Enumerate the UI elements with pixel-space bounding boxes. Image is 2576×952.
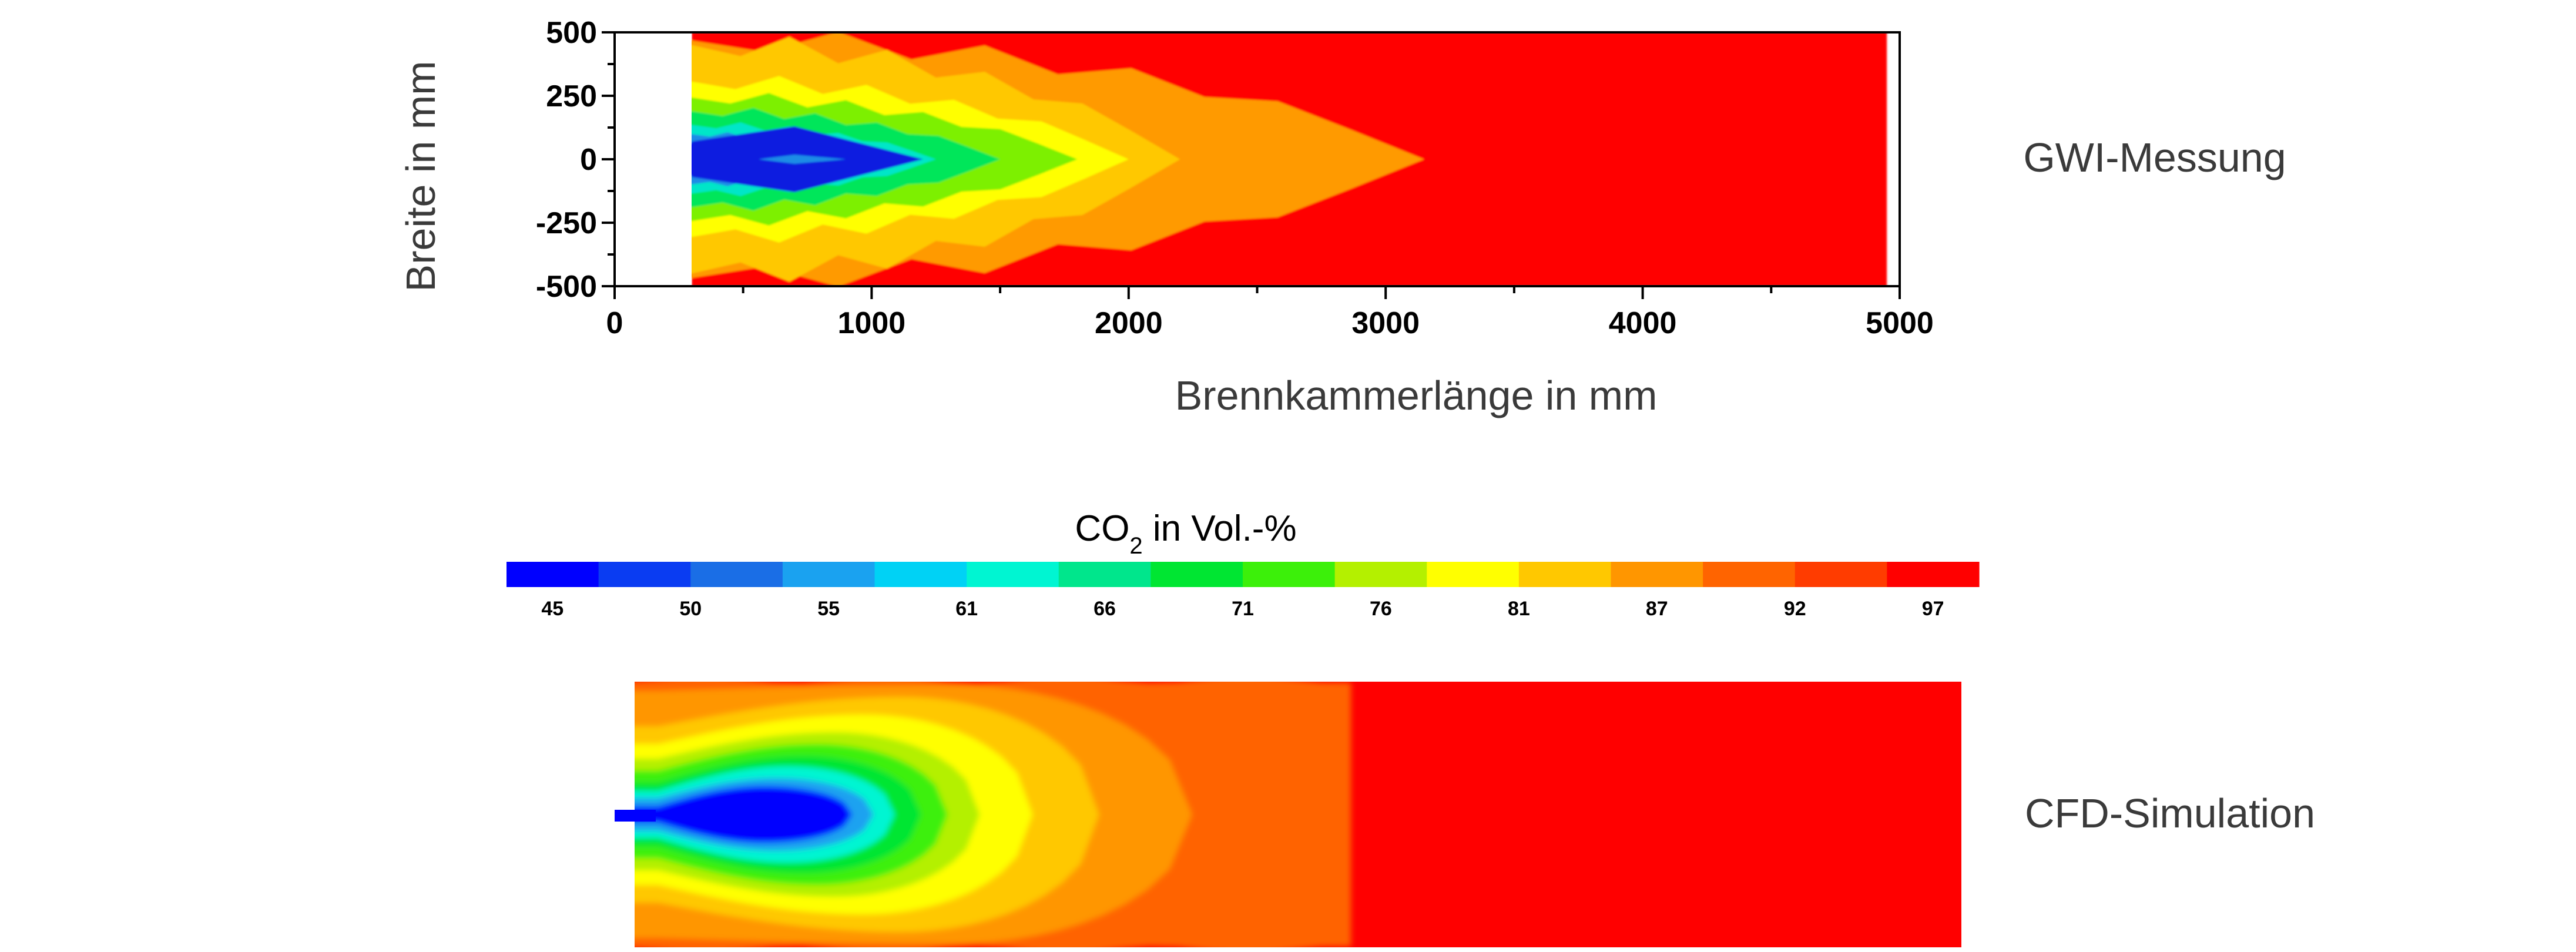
y-axis-label: Breite in mm bbox=[398, 61, 444, 292]
colorbar-tick-label: 97 bbox=[1922, 598, 1944, 620]
x-tick-label: 0 bbox=[606, 306, 623, 340]
colorbar-tick-label: 92 bbox=[1784, 598, 1806, 620]
colorbar-cell bbox=[1058, 562, 1151, 587]
y-tick-label: -250 bbox=[536, 206, 597, 240]
x-axis-label: Brennkammerlänge in mm bbox=[1175, 373, 1658, 418]
colorbar-cell bbox=[874, 562, 967, 587]
x-tick-label: 1000 bbox=[838, 306, 906, 340]
colorbar-title-sub: 2 bbox=[1129, 533, 1142, 559]
colorbar-cell bbox=[1334, 562, 1427, 587]
simulation-contours bbox=[635, 682, 1351, 947]
colorbar-cell bbox=[690, 562, 783, 587]
colorbar-cell bbox=[1518, 562, 1612, 587]
colorbar-tick-label: 50 bbox=[679, 598, 702, 620]
y-tick-label: 0 bbox=[580, 143, 597, 177]
y-tick-label: 250 bbox=[546, 79, 597, 113]
measurement-label: GWI-Messung bbox=[2023, 135, 2286, 180]
colorbar-cell bbox=[1427, 562, 1520, 587]
x-tick-label: 2000 bbox=[1095, 306, 1163, 340]
colorbar-tick-label: 66 bbox=[1094, 598, 1116, 620]
x-tick-label: 5000 bbox=[1866, 306, 1934, 340]
colorbar-tick-label: 71 bbox=[1232, 598, 1254, 620]
sim-contour-level-9 bbox=[635, 786, 853, 843]
simulation-plot bbox=[615, 682, 1961, 947]
burner-nozzle bbox=[615, 810, 656, 822]
colorbar-title-main: CO bbox=[1075, 508, 1129, 549]
colorbar-cell bbox=[1243, 562, 1336, 587]
x-tick-label: 4000 bbox=[1609, 306, 1677, 340]
colorbar: CO2 in Vol.-% 45 50 55 61 66 71 76 81 87 92 97 bbox=[507, 508, 1980, 620]
colorbar-tick-label: 81 bbox=[1508, 598, 1530, 620]
measurement-tick-labels: 0 1000 2000 3000 4000 5000 500 250 0 -250 -500 bbox=[536, 16, 1934, 340]
contour-core-inner bbox=[758, 155, 846, 164]
colorbar-cell bbox=[1887, 562, 1980, 587]
simulation-label: CFD-Simulation bbox=[2025, 790, 2315, 836]
colorbar-tick-label: 76 bbox=[1370, 598, 1392, 620]
colorbar-tick-label: 87 bbox=[1646, 598, 1668, 620]
measurement-contours bbox=[692, 32, 1887, 286]
colorbar-cells bbox=[507, 562, 1980, 587]
colorbar-tick-label: 45 bbox=[541, 598, 564, 620]
colorbar-cell bbox=[782, 562, 876, 587]
colorbar-cell bbox=[1703, 562, 1796, 587]
measurement-plot: 0 1000 2000 3000 4000 5000 500 250 0 -250 -500 Bre… bbox=[398, 16, 1934, 418]
colorbar-tick-label: 55 bbox=[817, 598, 840, 620]
colorbar-cell bbox=[1151, 562, 1243, 587]
measurement-ticks bbox=[602, 31, 1901, 299]
colorbar-cell bbox=[598, 562, 691, 587]
y-tick-label: 500 bbox=[546, 16, 597, 50]
colorbar-cell bbox=[1795, 562, 1887, 587]
x-tick-label: 3000 bbox=[1351, 306, 1420, 340]
colorbar-tick-labels: 45 50 55 61 66 71 76 81 87 92 97 bbox=[541, 598, 1944, 620]
y-tick-label: -500 bbox=[536, 270, 597, 304]
colorbar-tick-label: 61 bbox=[955, 598, 978, 620]
colorbar-title-rest: in Vol.-% bbox=[1143, 508, 1297, 549]
colorbar-cell bbox=[967, 562, 1059, 587]
colorbar-cell bbox=[1611, 562, 1703, 587]
colorbar-title: CO2 in Vol.-% bbox=[1075, 508, 1296, 559]
colorbar-cell bbox=[507, 562, 599, 587]
